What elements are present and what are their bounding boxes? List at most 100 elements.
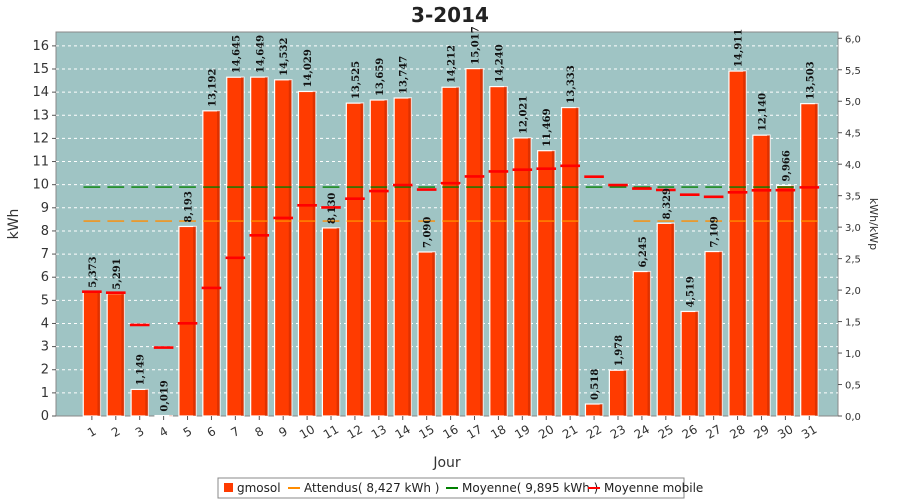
data-label: 14,029: [303, 49, 314, 87]
bar-shade: [97, 291, 101, 416]
x-tick-label: 12: [345, 422, 365, 442]
bar-shade: [743, 71, 747, 416]
bar-shade: [695, 311, 699, 416]
legend-swatch: [224, 483, 233, 492]
x-tick-label: 27: [704, 422, 724, 442]
x-tick-label: 24: [632, 422, 652, 442]
y-right-tick-label: 5,5: [845, 66, 861, 77]
data-label: 14,212: [447, 45, 458, 83]
y-right-tick-label: 4,5: [845, 129, 861, 140]
y-right-tick-label: 2,0: [845, 286, 861, 297]
y-tick-label: 0: [41, 409, 49, 424]
data-label: 13,525: [351, 61, 362, 99]
y-tick-label: 10: [32, 178, 49, 193]
x-tick-label: 8: [252, 424, 266, 440]
bar-shade: [360, 103, 364, 416]
data-label: 14,645: [231, 35, 242, 73]
x-tick-label: 16: [440, 422, 460, 442]
y-tick-label: 14: [32, 85, 49, 100]
legend-label: Moyenne( 9,895 kWh ): [462, 481, 598, 495]
x-tick-label: 22: [584, 422, 604, 442]
y-tick-label: 13: [32, 108, 49, 123]
data-labels-layer: 5,373 5,291 1,149 0,019 8,193 13,192 14,645 14,…: [88, 26, 816, 411]
x-tick-label: 15: [417, 422, 437, 442]
x-tick-label: 10: [297, 422, 317, 442]
x-tick-label: 11: [321, 422, 341, 442]
data-label: 5,373: [88, 256, 99, 287]
data-label: 14,240: [494, 44, 505, 82]
y-right-tick-label: 3,5: [845, 192, 861, 203]
bar-shade: [575, 107, 579, 416]
y-tick-label: 5: [41, 293, 49, 308]
data-label: 14,532: [279, 38, 290, 76]
bar-shade: [551, 150, 555, 417]
chart-title: 3-2014: [411, 3, 489, 27]
data-label: 4,519: [686, 276, 697, 307]
x-tick-label: 21: [560, 422, 580, 442]
data-label: 13,192: [207, 69, 218, 107]
bar-shade: [480, 68, 484, 416]
x-tick-label: 26: [680, 422, 700, 442]
bar-shade: [240, 77, 244, 417]
x-tick-label: 18: [488, 422, 508, 442]
x-tick-label: 5: [181, 424, 195, 440]
bar-shade: [647, 271, 651, 416]
data-label: 13,503: [805, 61, 816, 99]
data-label: 9,966: [781, 150, 792, 181]
data-label: 1,149: [136, 354, 147, 385]
x-tick-label: 7: [229, 424, 243, 440]
legend-label: Moyenne mobile: [604, 481, 703, 495]
y-right-tick-label: 6,0: [845, 34, 861, 45]
y-right-tick-label: 0,5: [845, 381, 861, 392]
bar-shade: [504, 86, 508, 416]
y-tick-label: 7: [41, 247, 49, 262]
bar-shade: [336, 227, 340, 416]
y-tick-label: 16: [32, 39, 49, 54]
data-label: 8,130: [327, 193, 338, 224]
data-label: 1,978: [614, 335, 625, 366]
bar-shade: [145, 389, 149, 416]
y-tick-label: 3: [41, 340, 49, 355]
data-label: 13,747: [399, 56, 410, 94]
data-label: 15,017: [471, 26, 482, 64]
data-label: 14,911: [734, 29, 745, 67]
y-right-tick-label: 5,0: [845, 97, 861, 108]
y-tick-label: 11: [32, 155, 49, 170]
x-tick-label: 3: [133, 424, 147, 440]
bar-shade: [121, 293, 125, 416]
x-axis: 1 2 3 4 5 6 7 8 9 10 11 12 13 14 15 16 17 18 19 20 21 22 23 24 2…: [85, 416, 819, 442]
data-label: 12,140: [757, 93, 768, 131]
bar-shade: [623, 370, 627, 416]
y-tick-label: 9: [41, 201, 49, 216]
y-axis-label: kWh: [6, 209, 22, 240]
bar-shade: [217, 110, 221, 416]
y-tick-label: 4: [41, 316, 49, 331]
x-tick-label: 1: [85, 424, 99, 440]
y-right-tick-label: 2,5: [845, 255, 861, 266]
bar-shade: [814, 103, 818, 416]
y-right-tick-label: 1,0: [845, 349, 861, 360]
y-tick-label: 2: [41, 363, 49, 378]
data-label: 5,291: [112, 258, 123, 289]
bar-shade: [432, 251, 436, 416]
x-tick-label: 13: [369, 422, 389, 442]
x-axis-label: Jour: [432, 455, 461, 471]
y-tick-label: 12: [32, 131, 49, 146]
x-tick-label: 14: [393, 422, 413, 442]
x-tick-label: 29: [751, 422, 771, 442]
y-right-tick-label: 3,0: [845, 223, 861, 234]
data-label: 8,193: [184, 191, 195, 222]
bar-shade: [671, 223, 675, 416]
data-label: 12,021: [518, 96, 529, 134]
bar-shade: [264, 77, 268, 417]
bar-shade: [408, 97, 412, 417]
data-label: 13,659: [375, 58, 386, 96]
legend: gmosol Attendus( 8,427 kWh ) Moyenne( 9,89…: [217, 477, 703, 499]
y-axis-right: 0,0 0,5 1,0 1,5 2,0 2,5 3,0 3,5 4,0 4,5 5,0 5,5 6,0: [838, 34, 861, 423]
bar-shade: [527, 137, 531, 416]
y-tick-label: 15: [32, 62, 49, 77]
x-tick-label: 23: [608, 422, 628, 442]
